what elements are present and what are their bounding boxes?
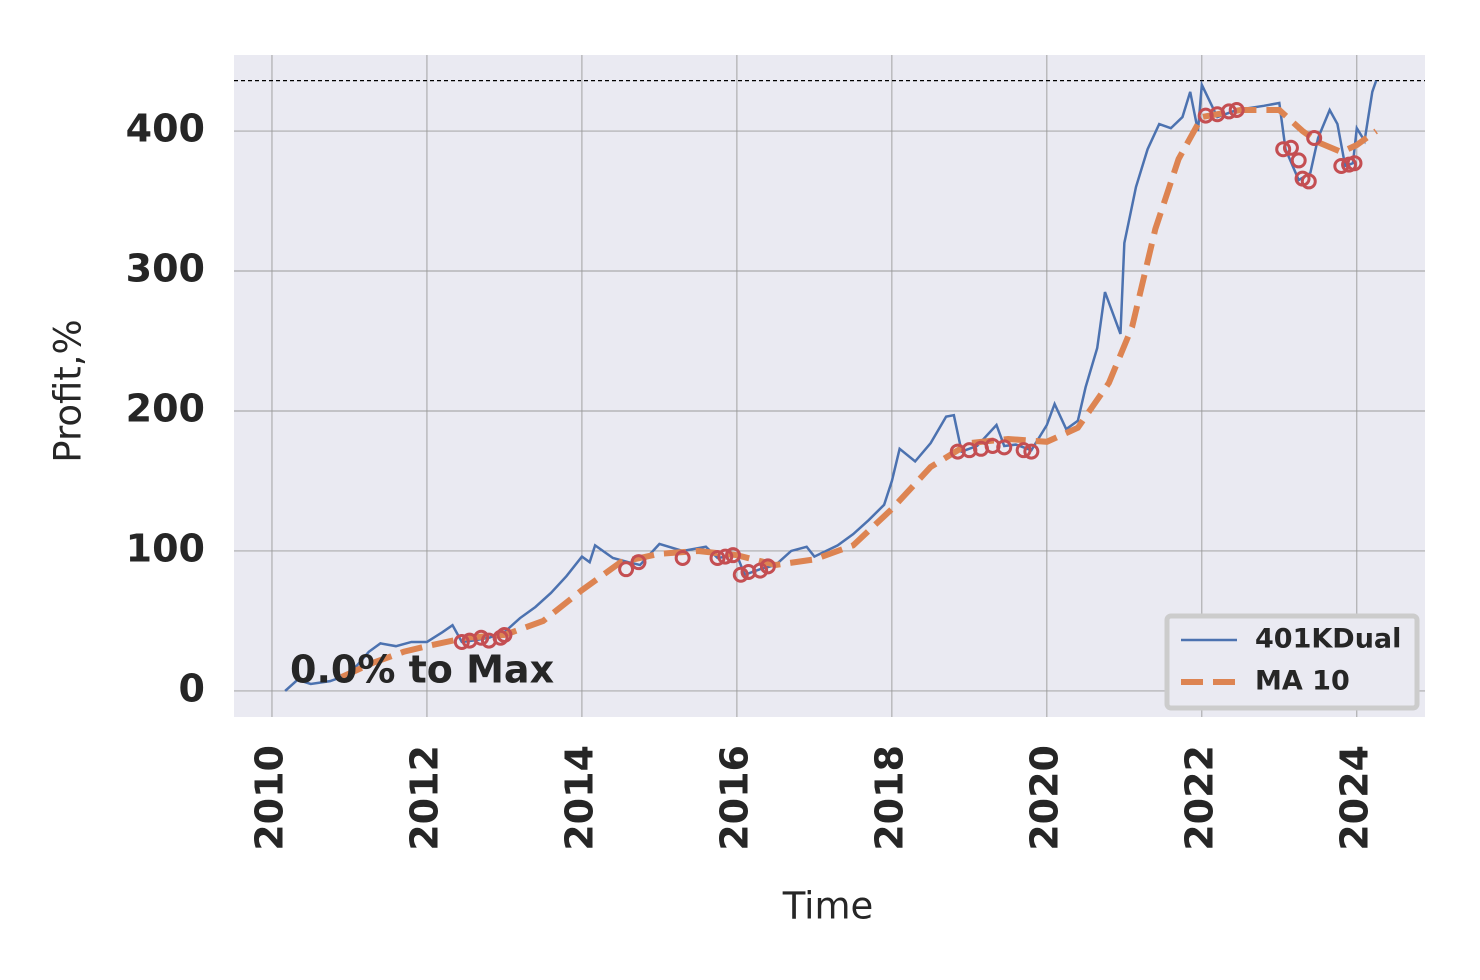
marker [1015, 442, 1032, 459]
marker [1300, 173, 1317, 190]
x-tick-label: 2014 [557, 745, 601, 851]
plot-area [234, 55, 1425, 717]
marker [1023, 443, 1040, 460]
y-tick-label: 200 [126, 386, 205, 430]
y-tick-label: 0 [179, 666, 205, 710]
x-tick-label: 2022 [1177, 745, 1221, 851]
marker [1346, 155, 1363, 172]
marker [1220, 103, 1237, 120]
x-tick-label: 2020 [1022, 745, 1066, 851]
marker [674, 549, 691, 566]
marker [1306, 130, 1323, 147]
x-tick-label: 2016 [712, 745, 756, 851]
line-series [284, 80, 1378, 692]
legend-label: 401KDual [1255, 624, 1401, 655]
marker [732, 566, 749, 583]
x-tick-label: 2010 [247, 745, 291, 851]
y-tick-label: 400 [126, 107, 205, 151]
marker [759, 558, 776, 575]
legend-label: MA 10 [1255, 666, 1350, 697]
marker [1290, 152, 1307, 169]
marker [996, 439, 1013, 456]
marker [717, 548, 734, 565]
marker [1228, 102, 1245, 119]
marker [453, 633, 470, 650]
marker [725, 547, 742, 564]
marker [630, 554, 647, 571]
y-axis-label: Profit,% [47, 319, 90, 462]
x-tick-label: 2012 [402, 745, 446, 851]
marker [1275, 141, 1292, 158]
x-tick-label: 2018 [867, 745, 911, 851]
x-axis-label: Time [782, 885, 874, 928]
marker [496, 626, 513, 643]
x-tick-label: 2024 [1332, 745, 1376, 851]
marker [1282, 139, 1299, 156]
y-tick-label: 100 [126, 526, 205, 570]
annotation: 0.0% to Max [290, 648, 554, 692]
y-tick-label: 300 [126, 247, 205, 291]
marker [618, 561, 635, 578]
line-series [340, 107, 1378, 680]
marker [709, 549, 726, 566]
marker [473, 629, 490, 646]
marker [752, 562, 769, 579]
